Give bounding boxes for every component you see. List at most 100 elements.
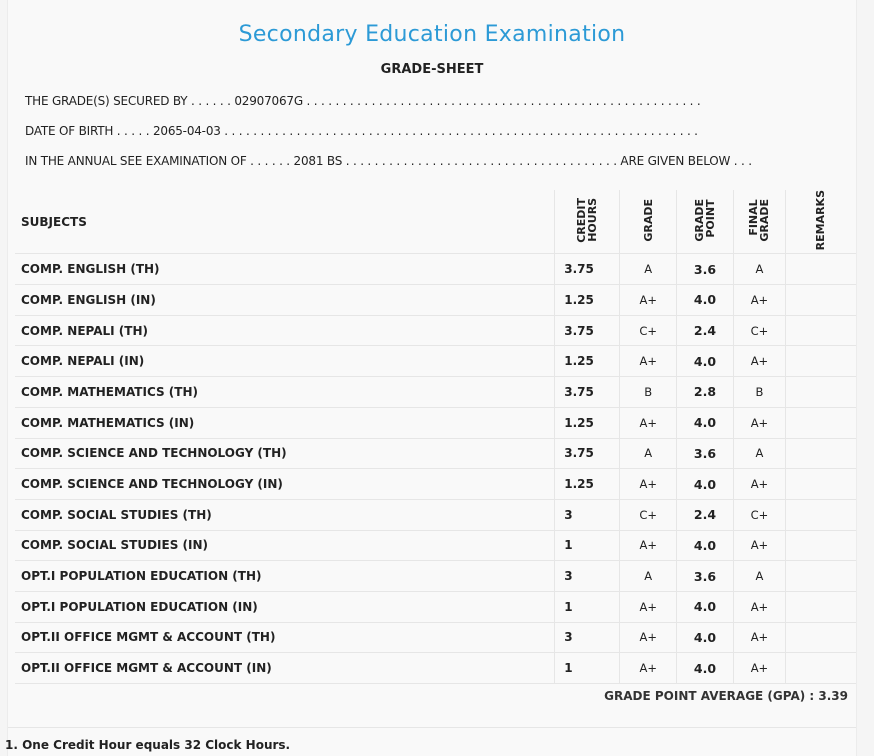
final-grade-cell: B (733, 376, 786, 408)
credit-hours-cell: 1.25 (554, 468, 621, 500)
divider (8, 727, 856, 728)
grade-cell: A (619, 253, 678, 286)
table-row: COMP. SOCIAL STUDIES (TH) 3 C+ 2.4 C+ (15, 499, 856, 531)
grade-cell: A+ (619, 622, 678, 654)
credit-hours-cell: 1 (554, 652, 621, 684)
subject-cell: COMP. MATHEMATICS (TH) (15, 376, 556, 408)
grade-point-header: GRADE POINT (676, 190, 734, 255)
credit-hours-cell: 3 (554, 622, 621, 654)
final-grade-cell: A (733, 253, 786, 286)
subject-cell: COMP. ENGLISH (IN) (15, 284, 556, 316)
final-grade-cell: A (733, 438, 786, 470)
table-row: OPT.II OFFICE MGMT & ACCOUNT (IN) 1 A+ 4.0 A… (15, 652, 856, 684)
grade-point-cell: 4.0 (676, 530, 734, 562)
grade-point-cell: 2.4 (676, 315, 734, 347)
grade-cell: A+ (619, 468, 678, 500)
subject-cell: OPT.II OFFICE MGMT & ACCOUNT (TH) (15, 622, 556, 654)
remarks-cell (785, 530, 856, 562)
subject-cell: COMP. SCIENCE AND TECHNOLOGY (TH) (15, 438, 556, 470)
final-grade-cell: C+ (733, 499, 786, 531)
remarks-cell (785, 438, 856, 470)
grade-cell: A+ (619, 407, 678, 439)
table-header-row: SUBJECTS CREDIT HOURS GRADE GRADE POINT … (15, 190, 856, 255)
final-grade-cell: A+ (733, 407, 786, 439)
sheet-subtitle: GRADE-SHEET (380, 62, 484, 77)
credit-hours-cell: 3 (554, 560, 621, 592)
credit-hours-header: CREDIT HOURS (554, 190, 621, 255)
gpa-summary: GRADE POINT AVERAGE (GPA) : 3.39 (604, 689, 848, 703)
grade-point-cell: 3.6 (676, 253, 734, 286)
final-grade-cell: A (733, 560, 786, 592)
remarks-cell (785, 652, 856, 684)
table-row: COMP. MATHEMATICS (TH) 3.75 B 2.8 B (15, 376, 856, 408)
credit-hours-cell: 1.25 (554, 284, 621, 316)
subject-cell: COMP. ENGLISH (TH) (15, 253, 556, 286)
grade-sheet: Secondary Education Examination GRADE-SH… (7, 0, 857, 756)
remarks-cell (785, 591, 856, 623)
remarks-cell (785, 407, 856, 439)
remarks-cell (785, 253, 856, 286)
subject-cell: OPT.I POPULATION EDUCATION (TH) (15, 560, 556, 592)
final-grade-cell: A+ (733, 345, 786, 378)
remarks-cell (785, 315, 856, 347)
examination-line: IN THE ANNUAL SEE EXAMINATION OF . . . .… (25, 154, 752, 168)
grade-cell: A+ (619, 284, 678, 316)
grade-header: GRADE (619, 190, 678, 255)
table-row: COMP. MATHEMATICS (IN) 1.25 A+ 4.0 A+ (15, 407, 856, 439)
grade-cell: B (619, 376, 678, 408)
table-row: OPT.I POPULATION EDUCATION (TH) 3 A 3.6 A (15, 560, 856, 592)
grade-cell: A+ (619, 345, 678, 378)
subjects-header: SUBJECTS (15, 190, 556, 255)
grade-point-cell: 3.6 (676, 560, 734, 592)
page-title: Secondary Education Examination (238, 22, 626, 47)
subject-cell: COMP. SOCIAL STUDIES (IN) (15, 530, 556, 562)
grade-point-cell: 4.0 (676, 345, 734, 378)
table-row: COMP. SCIENCE AND TECHNOLOGY (TH) 3.75 A 3.… (15, 438, 856, 470)
grade-cell: A+ (619, 530, 678, 562)
date-of-birth-line: DATE OF BIRTH . . . . . 2065-04-03 . . .… (25, 124, 698, 138)
grade-point-cell: 4.0 (676, 284, 734, 316)
credit-hours-cell: 1.25 (554, 345, 621, 378)
subject-cell: COMP. NEPALI (TH) (15, 315, 556, 347)
final-grade-header: FINAL GRADE (733, 190, 786, 255)
credit-hours-cell: 3.75 (554, 253, 621, 286)
grade-cell: A+ (619, 591, 678, 623)
subject-cell: OPT.II OFFICE MGMT & ACCOUNT (IN) (15, 652, 556, 684)
credit-hours-cell: 1.25 (554, 407, 621, 439)
grade-point-cell: 2.8 (676, 376, 734, 408)
grade-point-cell: 4.0 (676, 591, 734, 623)
grade-cell: A (619, 438, 678, 470)
subject-cell: COMP. SCIENCE AND TECHNOLOGY (IN) (15, 468, 556, 500)
final-grade-cell: A+ (733, 284, 786, 316)
grade-cell: A (619, 560, 678, 592)
grade-cell: C+ (619, 499, 678, 531)
remarks-cell (785, 499, 856, 531)
remarks-header: REMARKS (785, 190, 856, 255)
table-row: OPT.I POPULATION EDUCATION (IN) 1 A+ 4.0 A+ (15, 591, 856, 623)
final-grade-cell: C+ (733, 315, 786, 347)
credit-hours-cell: 3.75 (554, 315, 621, 347)
subject-cell: COMP. SOCIAL STUDIES (TH) (15, 499, 556, 531)
final-grade-cell: A+ (733, 591, 786, 623)
subject-cell: COMP. MATHEMATICS (IN) (15, 407, 556, 439)
table-row: COMP. SCIENCE AND TECHNOLOGY (IN) 1.25 A+ 4… (15, 468, 856, 500)
final-grade-cell: A+ (733, 652, 786, 684)
remarks-cell (785, 468, 856, 500)
grade-point-cell: 4.0 (676, 407, 734, 439)
subject-cell: OPT.I POPULATION EDUCATION (IN) (15, 591, 556, 623)
table-row: COMP. ENGLISH (IN) 1.25 A+ 4.0 A+ (15, 284, 856, 316)
table-row: COMP. NEPALI (IN) 1.25 A+ 4.0 A+ (15, 345, 856, 378)
credit-hours-cell: 3.75 (554, 376, 621, 408)
grade-point-cell: 4.0 (676, 652, 734, 684)
credit-hours-cell: 3.75 (554, 438, 621, 470)
grade-cell: A+ (619, 652, 678, 684)
credit-hours-cell: 3 (554, 499, 621, 531)
remarks-cell (785, 376, 856, 408)
credit-hours-cell: 1 (554, 530, 621, 562)
final-grade-cell: A+ (733, 622, 786, 654)
grade-point-cell: 2.4 (676, 499, 734, 531)
grade-point-cell: 4.0 (676, 468, 734, 500)
remarks-cell (785, 622, 856, 654)
table-row: COMP. ENGLISH (TH) 3.75 A 3.6 A (15, 253, 856, 286)
remarks-cell (785, 560, 856, 592)
